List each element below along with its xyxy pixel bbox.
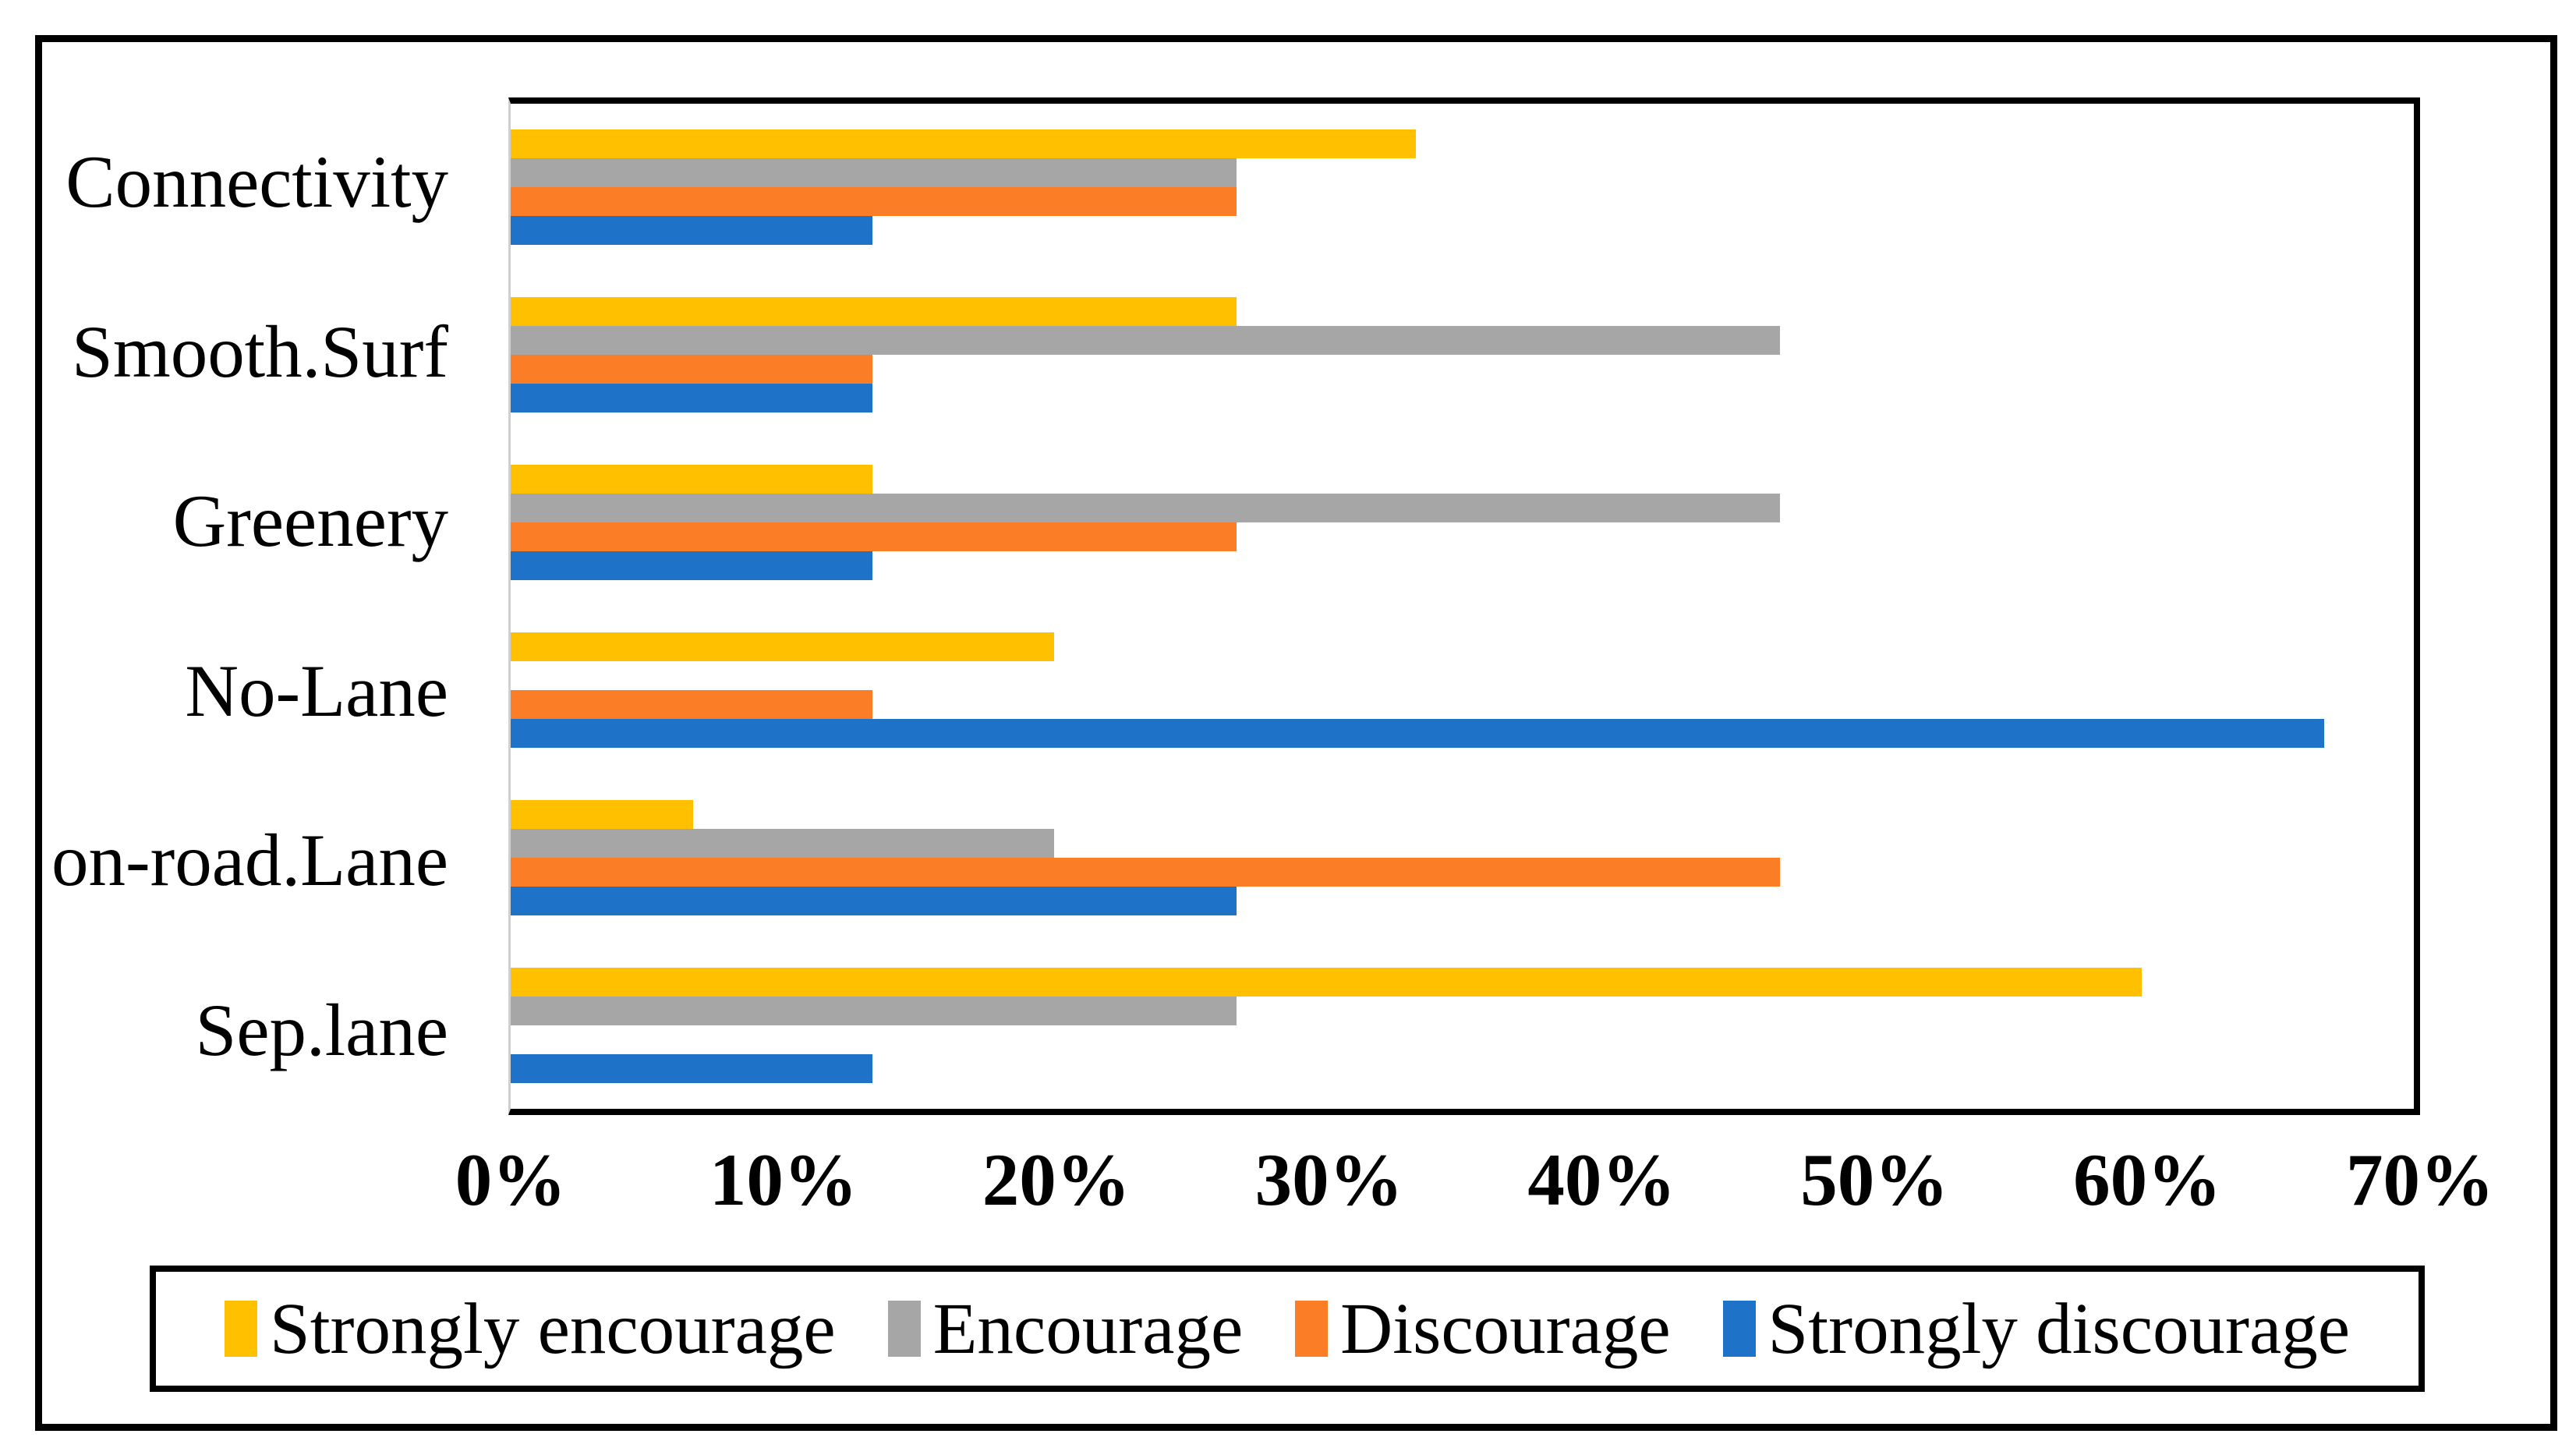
bar-row: [511, 158, 2414, 188]
x-tick-label: 10%: [709, 1138, 858, 1221]
bar-encourage: [511, 158, 1237, 188]
x-axis-tick-labels: 0% 10% 20% 30% 40% 50% 60% 70%: [455, 1132, 2494, 1241]
category-label: Connectivity: [65, 140, 448, 224]
bar-row: [511, 886, 2414, 915]
legend-swatch-icon: [1722, 1301, 1756, 1357]
bar-row: [511, 129, 2414, 159]
bar-strongly-encourage: [511, 799, 693, 829]
bar-strongly-discourage: [511, 216, 872, 246]
bar-strongly-encourage: [511, 129, 1417, 159]
bar-row: [511, 465, 2414, 494]
bar-group: [511, 774, 2414, 941]
bar-discourage: [511, 187, 1237, 217]
x-tick-label: 50%: [1800, 1138, 1949, 1221]
bar-encourage: [511, 996, 1237, 1025]
bar-encourage: [511, 494, 1781, 523]
bar-discourage: [511, 355, 872, 384]
bar-groups-container: [511, 104, 2414, 1109]
bar-row: [511, 551, 2414, 581]
bar-group: [511, 271, 2414, 439]
bar-group: [511, 606, 2414, 774]
bar-row: [511, 661, 2414, 690]
category-label: Greenery: [172, 480, 448, 563]
bar-row: [511, 355, 2414, 384]
bar-strongly-encourage: [511, 465, 872, 494]
legend-label: Discourage: [1340, 1288, 1671, 1369]
bar-discourage: [511, 689, 872, 719]
bar-row: [511, 494, 2414, 523]
bar-row: [511, 689, 2414, 719]
legend-swatch-icon: [225, 1301, 257, 1357]
plot-area: [508, 97, 2420, 1115]
bar-row: [511, 718, 2414, 748]
x-tick-label: 60%: [2073, 1138, 2222, 1221]
legend-label: Encourage: [932, 1288, 1244, 1369]
bar-discourage: [511, 522, 1237, 552]
legend-label: Strongly encourage: [270, 1288, 836, 1369]
category-label: No-Lane: [185, 649, 448, 732]
bar-row: [511, 297, 2414, 327]
legend-item: Discourage: [1295, 1293, 1671, 1365]
legend: Strongly encourage Encourage Discourage Str…: [150, 1266, 2425, 1392]
bar-encourage: [511, 828, 1055, 858]
x-tick-label: 0%: [455, 1138, 567, 1221]
category-label: on-road.Lane: [51, 819, 448, 902]
legend-label: Strongly discourage: [1767, 1288, 2350, 1369]
legend-swatch-icon: [1295, 1301, 1329, 1357]
x-tick-label: 70%: [2346, 1138, 2494, 1221]
bar-strongly-discourage: [511, 886, 1237, 915]
bar-row: [511, 967, 2414, 997]
bar-row: [511, 326, 2414, 356]
category-label: Sep.lane: [195, 988, 448, 1071]
bar-strongly-discourage: [511, 1053, 872, 1083]
bar-group: [511, 941, 2414, 1109]
bar-strongly-encourage: [511, 967, 2143, 997]
bar-row: [511, 216, 2414, 246]
bar-encourage: [511, 326, 1781, 356]
category-label: Smooth.Surf: [72, 310, 448, 393]
bar-row: [511, 996, 2414, 1025]
x-tick-label: 20%: [982, 1138, 1131, 1221]
bar-strongly-discourage: [511, 384, 872, 413]
bar-row: [511, 1025, 2414, 1054]
bar-strongly-encourage: [511, 297, 1237, 327]
bar-row: [511, 857, 2414, 887]
bar-group: [511, 439, 2414, 607]
bar-row: [511, 187, 2414, 217]
legend-item: Strongly encourage: [225, 1293, 836, 1365]
bar-strongly-discourage: [511, 718, 2324, 748]
bar-strongly-discourage: [511, 551, 872, 581]
bar-row: [511, 632, 2414, 661]
bar-row: [511, 384, 2414, 413]
bar-strongly-encourage: [511, 632, 1055, 661]
legend-item: Strongly discourage: [1722, 1288, 2350, 1369]
y-axis-category-labels: Connectivity Smooth.Surf Greenery No-Lane on…: [47, 97, 448, 1115]
bar-group: [511, 104, 2414, 271]
bar-row: [511, 1053, 2414, 1083]
bar-discourage: [511, 857, 1781, 887]
x-tick-label: 40%: [1527, 1138, 1676, 1221]
legend-item: Encourage: [887, 1288, 1244, 1369]
bar-row: [511, 522, 2414, 552]
bar-row: [511, 828, 2414, 858]
legend-swatch-icon: [887, 1301, 921, 1357]
bar-row: [511, 799, 2414, 829]
x-tick-label: 30%: [1254, 1138, 1403, 1221]
